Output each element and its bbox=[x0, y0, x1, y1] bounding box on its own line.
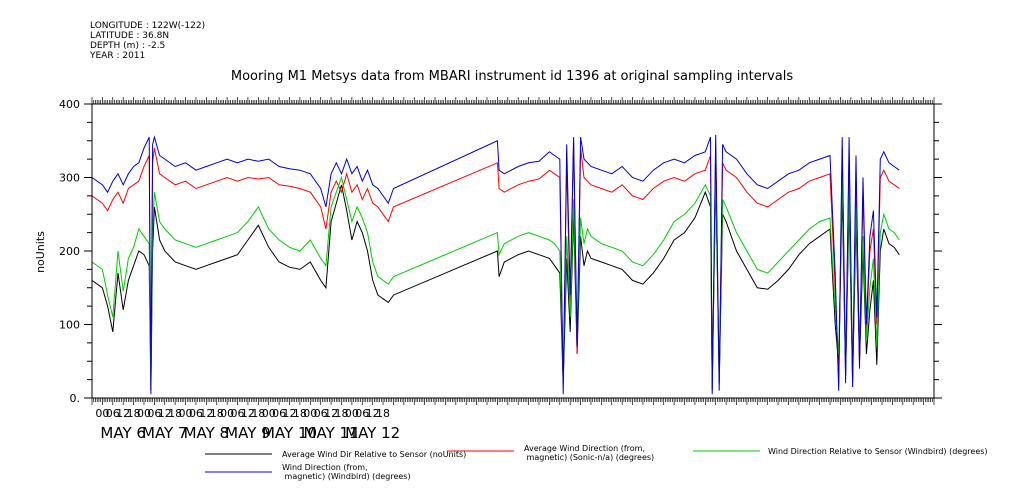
x-day-label: MAY 10 bbox=[262, 424, 317, 442]
x-hour-label: 06 bbox=[147, 407, 161, 420]
axis-layer: 0.10020030040000061218000612180006121800… bbox=[59, 97, 942, 442]
longitude-label: LONGITUDE : 122W(-122) bbox=[90, 21, 206, 31]
series-line-2 bbox=[91, 140, 900, 391]
legend-label-2: Average Wind Direction (from, magnetic) … bbox=[524, 444, 654, 462]
x-hour-label: 12 bbox=[158, 407, 172, 420]
x-hour-label: 00 bbox=[345, 407, 359, 420]
y-axis-label: noUnits bbox=[34, 231, 47, 273]
x-hour-label: 00 bbox=[303, 407, 317, 420]
x-day-label: MAY 8 bbox=[184, 424, 230, 442]
x-hour-label: 12 bbox=[241, 407, 255, 420]
plot-frame bbox=[91, 103, 935, 399]
legend-label-3: Wind Direction Relative to Sensor (Windb… bbox=[768, 447, 988, 456]
x-day-label: MAY 9 bbox=[225, 424, 271, 442]
x-hour-label: 18 bbox=[210, 407, 224, 420]
y-tick-label: 400 bbox=[59, 98, 80, 111]
x-hour-label: 06 bbox=[106, 407, 120, 420]
y-tick-label: 100 bbox=[59, 319, 80, 332]
x-hour-label: 00 bbox=[95, 407, 109, 420]
x-hour-label: 18 bbox=[293, 407, 307, 420]
x-hour-label: 12 bbox=[199, 407, 213, 420]
y-tick-label: 0. bbox=[70, 392, 81, 405]
depth-label: DEPTH (m) : -2.5 bbox=[90, 41, 166, 51]
chart-title: Mooring M1 Metsys data from MBARI instru… bbox=[231, 69, 793, 84]
x-hour-label: 12 bbox=[366, 407, 380, 420]
x-hour-label: 00 bbox=[262, 407, 276, 420]
latitude-label: LATITUDE : 36.8N bbox=[90, 31, 170, 41]
x-hour-label: 06 bbox=[355, 407, 369, 420]
x-hour-label: 06 bbox=[189, 407, 203, 420]
x-hour-label: 12 bbox=[324, 407, 338, 420]
x-day-label: MAY 12 bbox=[345, 424, 400, 442]
year-label: YEAR : 2011 bbox=[90, 51, 146, 61]
series-line-4 bbox=[91, 134, 900, 395]
x-hour-label: 00 bbox=[220, 407, 234, 420]
x-hour-label: 06 bbox=[231, 407, 245, 420]
x-hour-label: 18 bbox=[168, 407, 182, 420]
series-line-1 bbox=[91, 177, 900, 391]
legend: Average Wind Dir Relative to Sensor (noU… bbox=[205, 444, 988, 481]
y-tick-label: 300 bbox=[59, 172, 80, 185]
x-hour-label: 06 bbox=[272, 407, 286, 420]
series-layer bbox=[91, 134, 900, 395]
x-hour-label: 18 bbox=[251, 407, 265, 420]
y-tick-label: 200 bbox=[59, 245, 80, 258]
x-hour-label: 12 bbox=[116, 407, 130, 420]
x-hour-label: 18 bbox=[376, 407, 390, 420]
x-hour-label: 06 bbox=[314, 407, 328, 420]
x-day-label: MAY 7 bbox=[142, 424, 188, 442]
series-line-3 bbox=[91, 170, 900, 388]
x-day-label: MAY 11 bbox=[304, 424, 359, 442]
x-hour-label: 12 bbox=[283, 407, 297, 420]
legend-label-4: Wind Direction (from, magnetic) (Windbir… bbox=[282, 463, 411, 481]
x-hour-label: 18 bbox=[334, 407, 348, 420]
x-hour-label: 00 bbox=[179, 407, 193, 420]
x-day-label: MAY 6 bbox=[100, 424, 146, 442]
metadata-block: LONGITUDE : 122W(-122) LATITUDE : 36.8N … bbox=[90, 21, 205, 61]
x-hour-label: 18 bbox=[127, 407, 141, 420]
x-hour-label: 00 bbox=[137, 407, 151, 420]
legend-label-1: Average Wind Dir Relative to Sensor (noU… bbox=[282, 450, 466, 459]
